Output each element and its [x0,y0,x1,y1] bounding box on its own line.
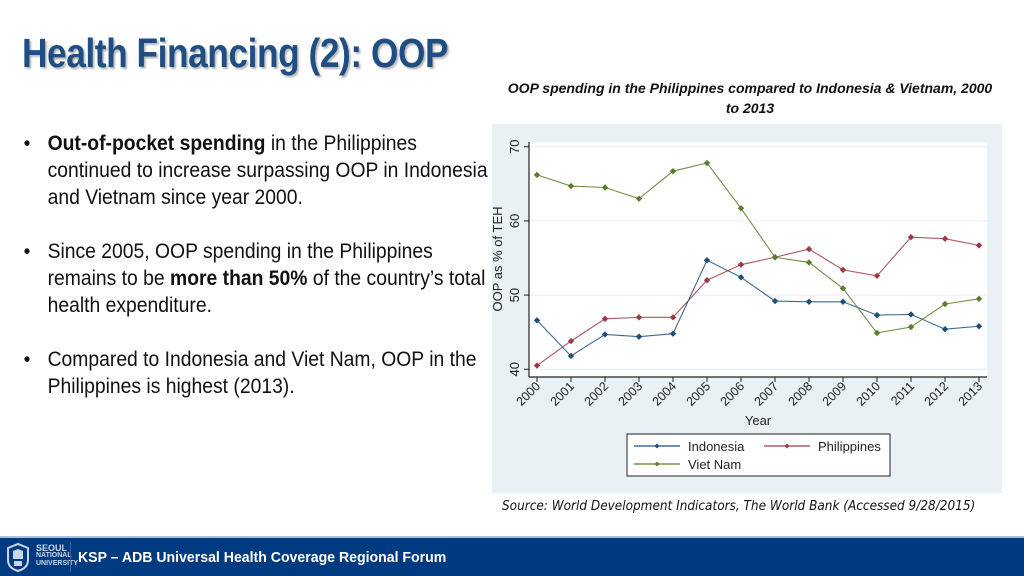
data-point-marker-icon [805,245,813,253]
data-point-marker-icon [635,314,643,321]
chart-title: OOP spending in the Philippines compared… [507,80,993,116]
data-point-marker-icon [533,362,541,369]
legend-label: Philippines [818,439,881,454]
x-tick-label: 2001 [548,379,578,409]
bullet-item: • Since 2005, OOP spending in the Philipp… [20,238,498,319]
bullet-text: of the country’s total health expenditur… [47,267,486,317]
data-point-marker-icon [737,205,745,212]
footer-text: KSP – ADB Universal Health Coverage Regi… [78,549,447,566]
plot-area [529,142,987,377]
x-tick-label: 2004 [650,379,680,409]
footer-divider [0,536,1024,538]
university-emblem-icon [7,542,29,572]
x-tick-label: 2002 [582,379,612,409]
data-point-marker-icon [533,171,541,179]
data-point-marker-icon [907,323,915,331]
y-tick-label: 50 [507,288,522,302]
bullet-text: Compared to Indonesia and Viet Nam, OOP … [47,348,477,398]
legend-marker-icon [784,443,790,449]
x-tick-label: 2006 [718,379,748,409]
x-tick-label: 2008 [786,379,816,409]
bullet-bold-text: more than 50% [170,267,308,290]
x-tick-label: 2010 [854,379,884,409]
data-point-marker-icon [533,317,541,324]
data-point-marker-icon [941,326,949,333]
data-point-marker-icon [839,298,847,305]
data-point-marker-icon [907,311,915,318]
legend-marker-icon [654,443,660,449]
data-point-marker-icon [941,235,949,242]
y-tick-label: 70 [507,139,522,153]
data-point-marker-icon [601,315,609,323]
data-point-marker-icon [975,295,983,303]
series-line-philippines [536,236,980,367]
data-point-marker-icon [873,329,881,337]
data-point-marker-icon [941,300,949,308]
bullet-text: Since 2005, OOP spending in the Philippi… [47,240,433,290]
data-point-marker-icon [669,330,677,337]
bullet-item: • Out-of-pocket spending in the Philippin… [20,130,498,211]
data-point-marker-icon [975,323,983,330]
series-line-indonesia [536,259,980,357]
data-point-marker-icon [567,352,575,360]
x-axis-label: Year [745,413,772,428]
bullet-icon: • [23,132,31,155]
footer-separator [70,542,71,572]
y-axis-label: OOP as % of TEH [492,206,505,311]
bullet-text: in the Philippines continued to increase… [47,132,488,209]
data-point-marker-icon [567,182,575,190]
bullet-item: • Compared to Indonesia and Viet Nam, OOP… [20,346,498,400]
university-wordmark: SEOUL NATIONAL UNIVERSITY [36,543,79,568]
x-tick-label: 2003 [616,379,646,409]
bullet-icon: • [23,348,31,371]
footer-bar: SEOUL NATIONAL UNIVERSITY KSP – ADB Univ… [0,538,1024,576]
y-tick-label: 60 [507,214,522,228]
data-point-marker-icon [873,311,881,319]
data-point-marker-icon [839,285,847,292]
series-line-viet-nam [536,162,980,334]
data-point-marker-icon [805,298,813,305]
data-point-marker-icon [669,167,677,175]
data-point-marker-icon [873,272,881,280]
data-point-marker-icon [839,266,847,274]
data-point-marker-icon [601,184,609,191]
legend-label: Indonesia [688,439,745,454]
bullet-bold-text: Out-of-pocket spending [47,132,266,155]
data-point-marker-icon [975,242,983,249]
x-tick-label: 2007 [752,379,782,409]
x-tick-label: 2013 [956,379,986,409]
y-tick-label: 40 [507,362,522,376]
bullet-list: • Out-of-pocket spending in the Philippin… [20,130,488,427]
data-point-marker-icon [737,261,745,268]
chart-source: Source: World Development Indicators, Th… [502,499,976,514]
data-point-marker-icon [771,297,779,305]
data-point-marker-icon [703,257,711,264]
data-point-marker-icon [737,274,745,281]
x-tick-label: 2012 [922,379,952,409]
bullet-icon: • [23,240,31,263]
slide-title: Health Financing (2): OOP [22,30,449,76]
legend-label: Viet Nam [688,457,741,472]
data-point-marker-icon [635,195,643,202]
data-point-marker-icon [703,159,711,167]
x-tick-label: 2011 [888,379,917,408]
data-point-marker-icon [601,331,609,338]
x-tick-label: 2009 [820,379,850,409]
x-tick-label: 2000 [514,379,544,409]
data-point-marker-icon [805,259,813,266]
data-point-marker-icon [567,337,575,345]
data-point-marker-icon [703,277,711,284]
data-point-marker-icon [907,234,915,241]
legend-box [626,433,891,477]
data-point-marker-icon [771,254,779,261]
data-point-marker-icon [669,314,677,321]
legend-marker-icon [654,461,660,467]
data-point-marker-icon [635,333,643,340]
x-tick-label: 2005 [684,379,714,409]
